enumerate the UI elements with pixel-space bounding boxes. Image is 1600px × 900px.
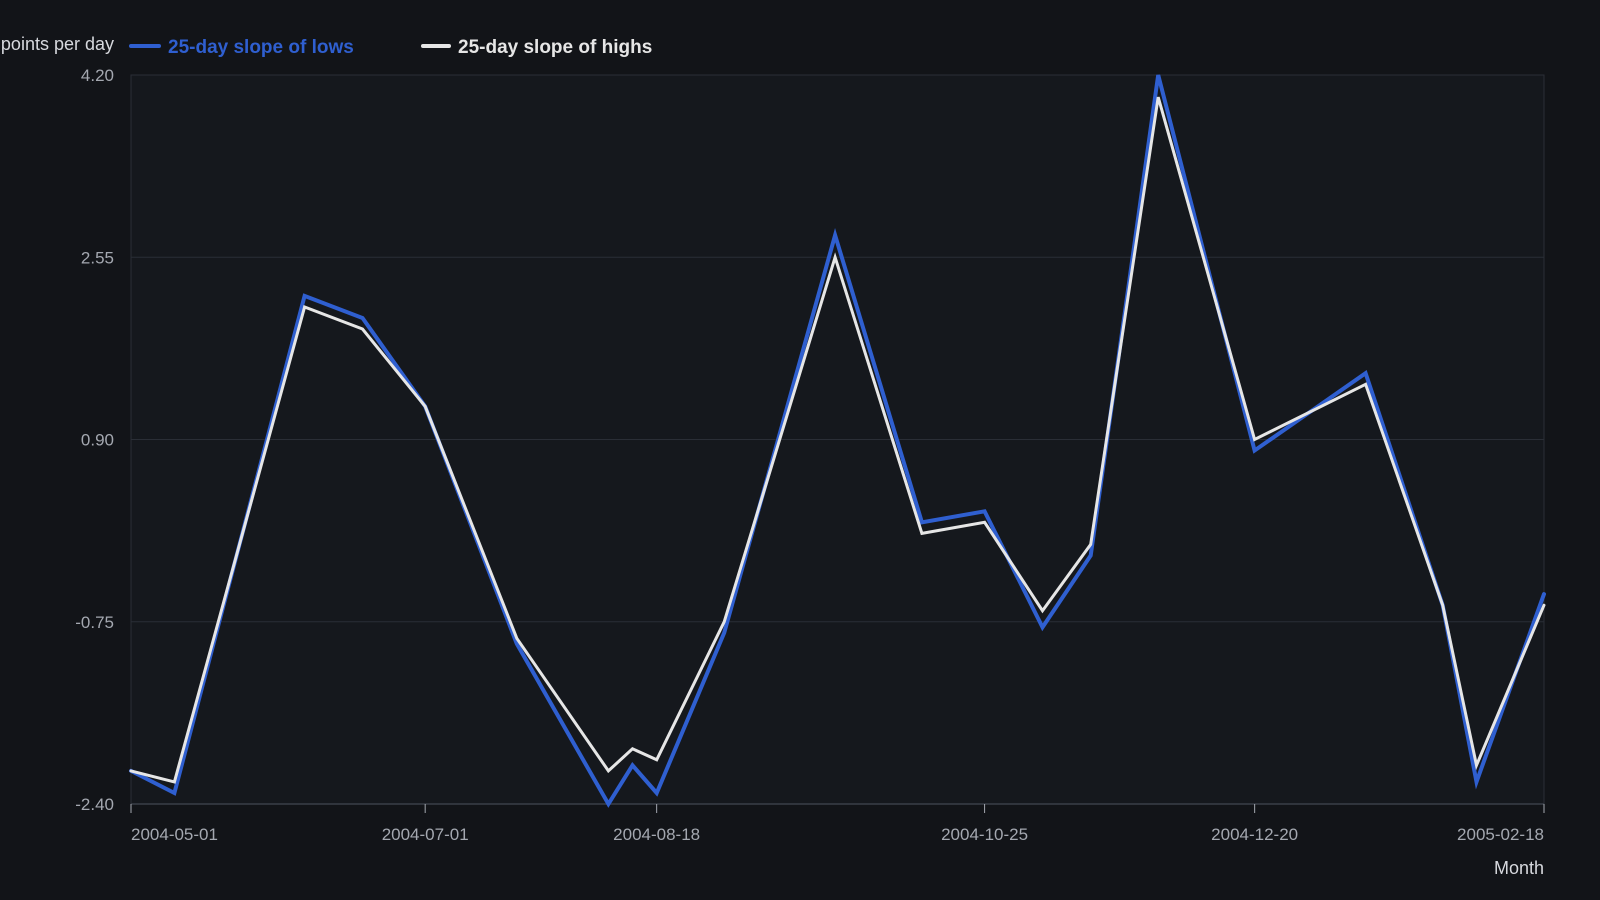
series-line-lows xyxy=(129,74,1546,808)
x-tick-label: 2004-10-25 xyxy=(941,825,1028,844)
legend: points per day 25-day slope of lows 25-d… xyxy=(1,34,652,58)
legend-label-lows: 25-day slope of lows xyxy=(168,37,354,58)
x-tick-label: 2004-08-18 xyxy=(613,825,700,844)
x-tick-label: 2005-02-18 xyxy=(1457,825,1544,844)
axes: -2.40 -0.75 0.90 2.55 4.20 2004-05-01 2004-07-… xyxy=(75,66,1545,844)
x-tick-label: 2004-12-20 xyxy=(1211,825,1298,844)
y-tick-label: 4.20 xyxy=(81,66,114,85)
x-tick-label: 2004-05-01 xyxy=(131,825,218,844)
y-tick-label: -2.40 xyxy=(75,795,114,814)
y-tick-label: -0.75 xyxy=(75,613,114,632)
x-axis-label: Month xyxy=(1494,858,1544,878)
y-axis-label: points per day xyxy=(1,34,114,54)
legend-label-highs: 25-day slope of highs xyxy=(458,37,652,58)
x-tick-label: 2004-07-01 xyxy=(382,825,469,844)
series-line-highs xyxy=(129,96,1546,784)
y-tick-label: 0.90 xyxy=(81,431,114,450)
series-lines xyxy=(129,74,1546,808)
grid-lines xyxy=(131,256,1544,623)
y-tick-label: 2.55 xyxy=(81,248,114,267)
